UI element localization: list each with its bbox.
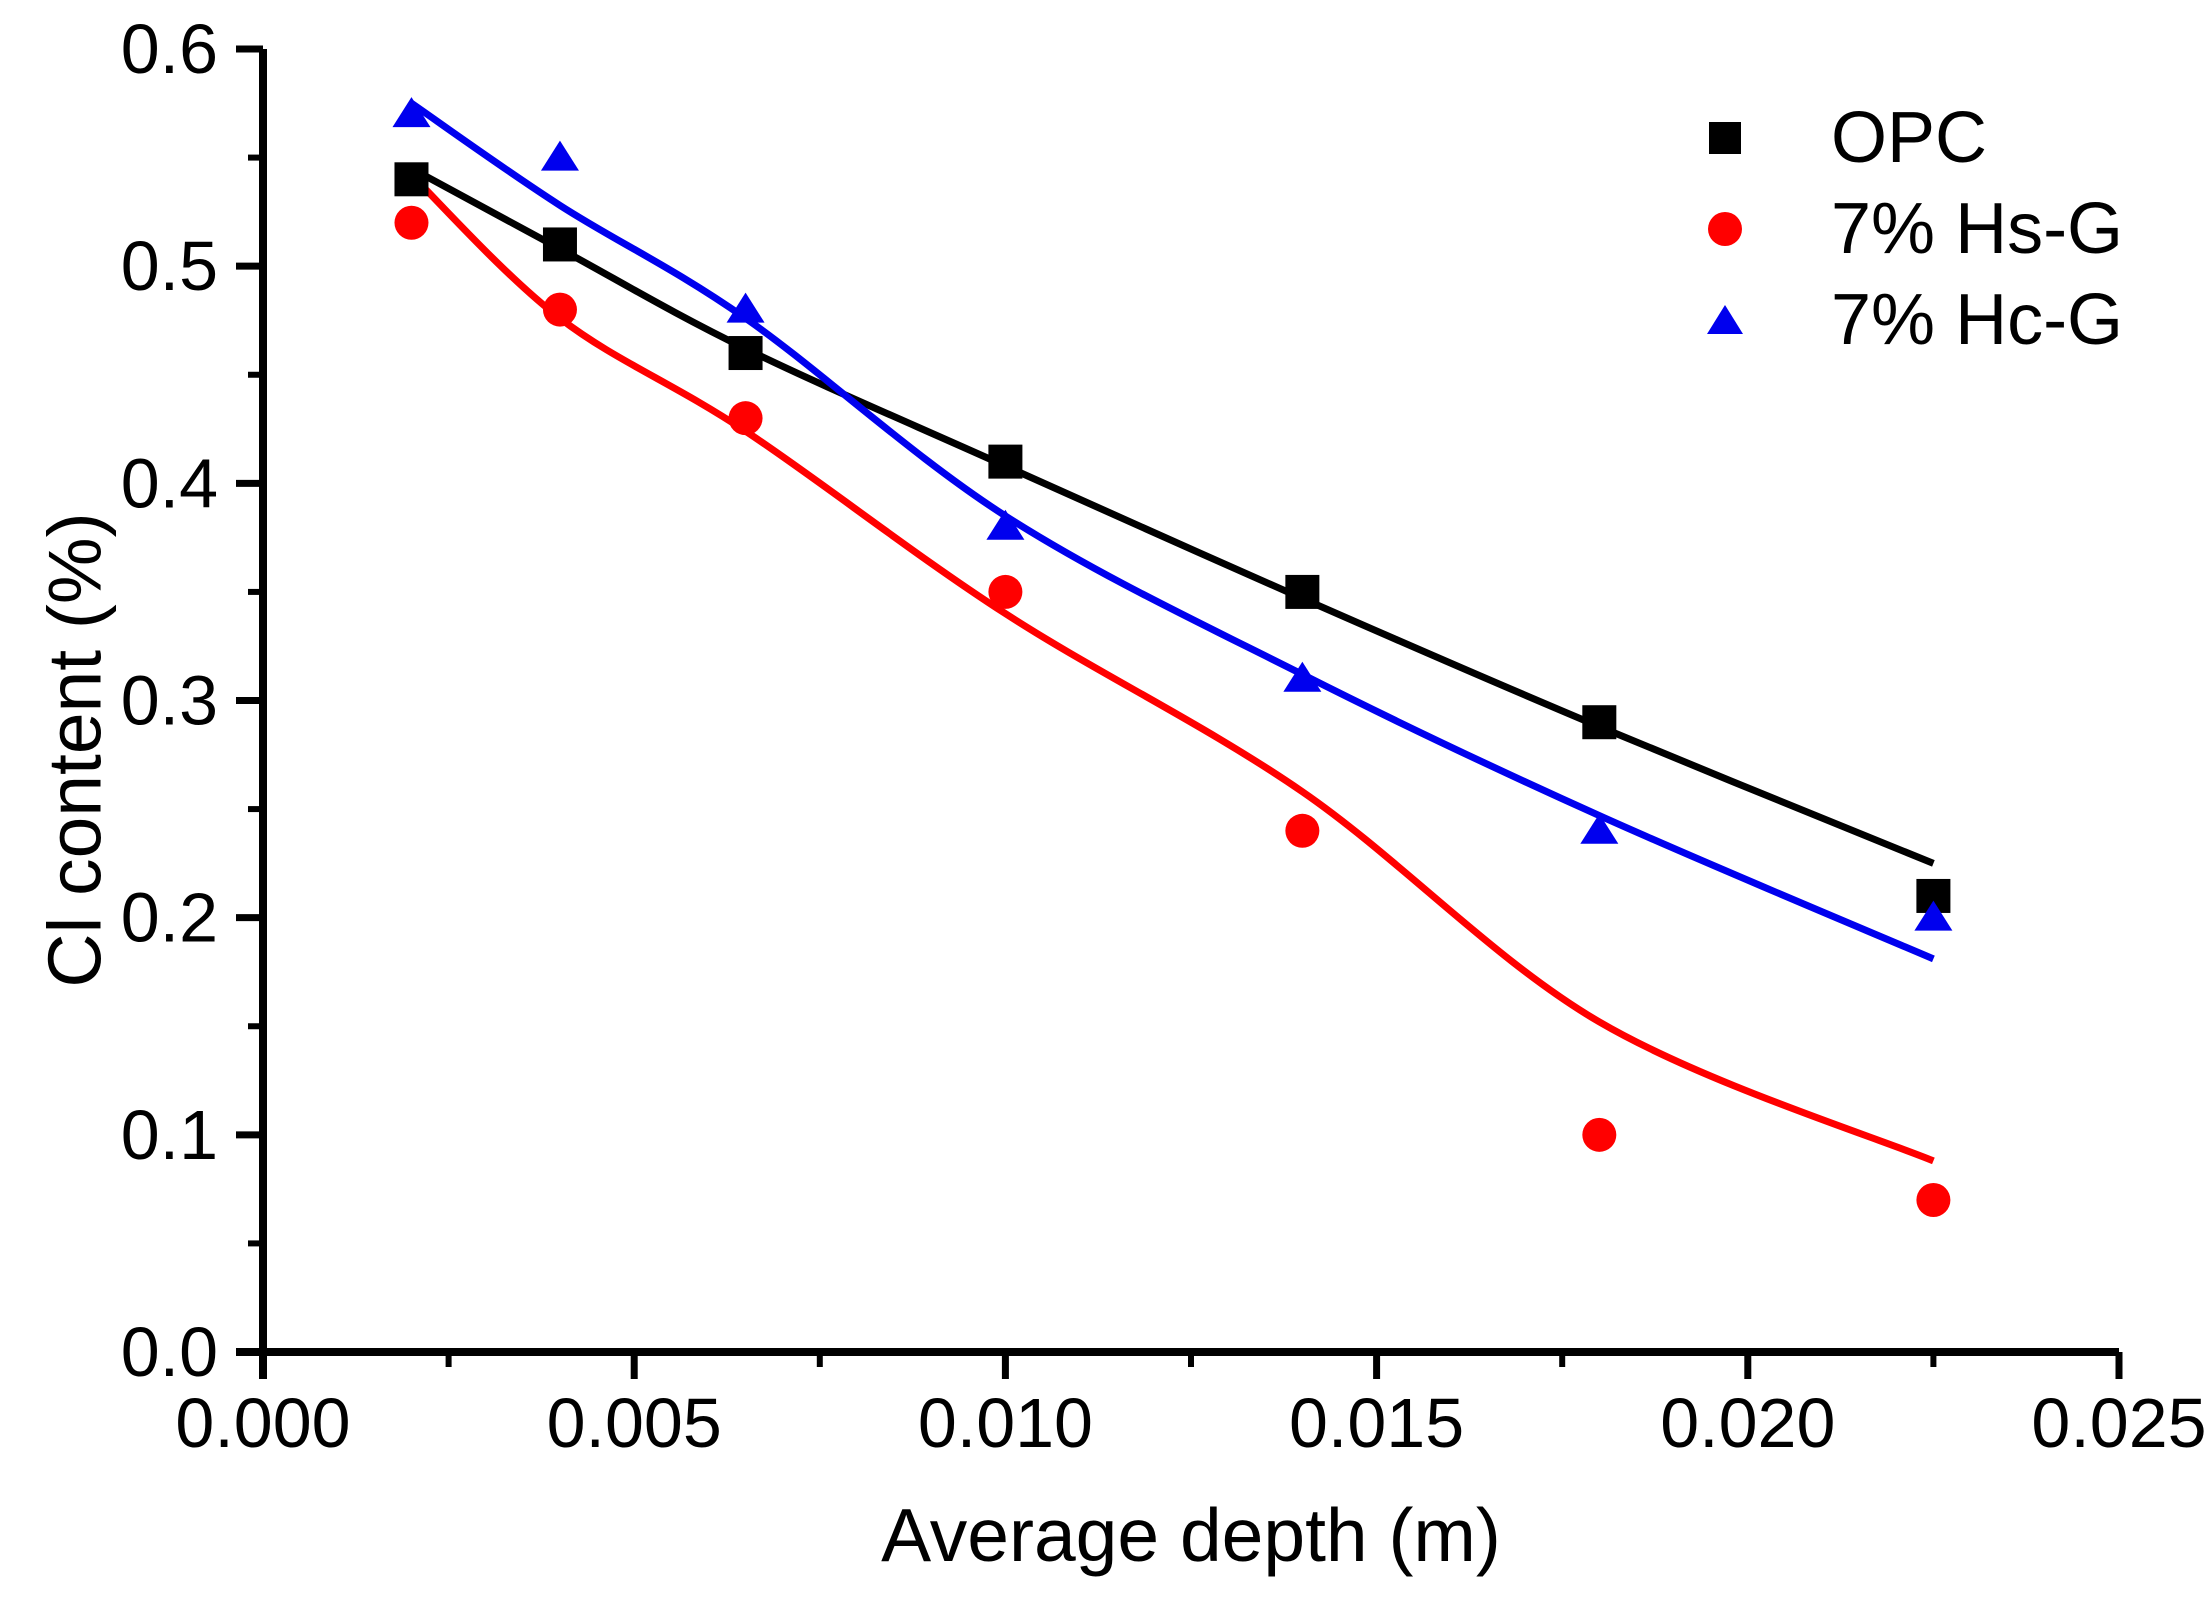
- data-point-7-hc-g: [392, 97, 431, 128]
- legend-item-hs-g: 7% Hs-G: [1706, 183, 2123, 274]
- data-point-opc: [1285, 574, 1320, 609]
- y-tick-label: 0.6: [121, 10, 218, 88]
- legend: OPC 7% Hs-G 7% Hc-G: [1706, 92, 2123, 365]
- data-point-opc: [728, 336, 763, 371]
- data-point-7-hc-g: [540, 140, 579, 171]
- x-tick-label: 0.000: [175, 1384, 350, 1462]
- data-point-7-hc-g: [1283, 661, 1322, 692]
- fit-line-7-hs-g: [409, 172, 1935, 1165]
- x-tick-label: 0.020: [1660, 1384, 1835, 1462]
- x-tick-label: 0.010: [918, 1384, 1093, 1462]
- data-point-7-hs-g: [1916, 1182, 1951, 1217]
- y-tick-label: 0.5: [121, 227, 218, 305]
- data-point-7-hs-g: [394, 205, 429, 240]
- data-point-opc: [542, 227, 577, 262]
- y-axis-title: Cl content (%): [32, 512, 117, 988]
- y-tick-label: 0.0: [121, 1313, 218, 1391]
- legend-label-hs-g: 7% Hs-G: [1831, 188, 2124, 269]
- x-tick-label: 0.025: [2031, 1384, 2206, 1462]
- x-axis-title: Average depth (m): [881, 1493, 1501, 1577]
- y-tick-label: 0.2: [121, 879, 218, 957]
- triangle-marker-icon: [1706, 301, 1744, 339]
- legend-item-opc: OPC: [1706, 92, 2123, 183]
- data-point-opc: [394, 162, 429, 197]
- fit-line-opc: [409, 165, 1935, 867]
- x-tick-label: 0.005: [547, 1384, 722, 1462]
- legend-label-opc: OPC: [1831, 97, 1988, 178]
- legend-label-hc-g: 7% Hc-G: [1831, 279, 2124, 360]
- fit-line-7-hc-g: [409, 100, 1935, 963]
- data-point-7-hs-g: [1582, 1117, 1617, 1152]
- y-tick-label: 0.4: [121, 444, 218, 522]
- y-tick-label: 0.1: [121, 1096, 218, 1174]
- y-tick-label: 0.3: [121, 662, 218, 740]
- circle-marker-icon: [1706, 210, 1744, 248]
- x-tick-label: 0.015: [1289, 1384, 1464, 1462]
- data-point-7-hs-g: [728, 401, 763, 436]
- data-point-7-hs-g: [988, 574, 1023, 609]
- data-point-7-hs-g: [542, 292, 577, 327]
- data-point-7-hs-g: [1285, 813, 1320, 848]
- data-point-opc: [1582, 705, 1617, 740]
- legend-item-hc-g: 7% Hc-G: [1706, 274, 2123, 365]
- data-point-7-hc-g: [1580, 813, 1619, 844]
- data-point-7-hc-g: [1914, 900, 1953, 931]
- data-point-7-hc-g: [726, 292, 765, 323]
- square-marker-icon: [1706, 119, 1744, 157]
- data-point-opc: [988, 444, 1023, 479]
- data-point-7-hc-g: [986, 509, 1025, 540]
